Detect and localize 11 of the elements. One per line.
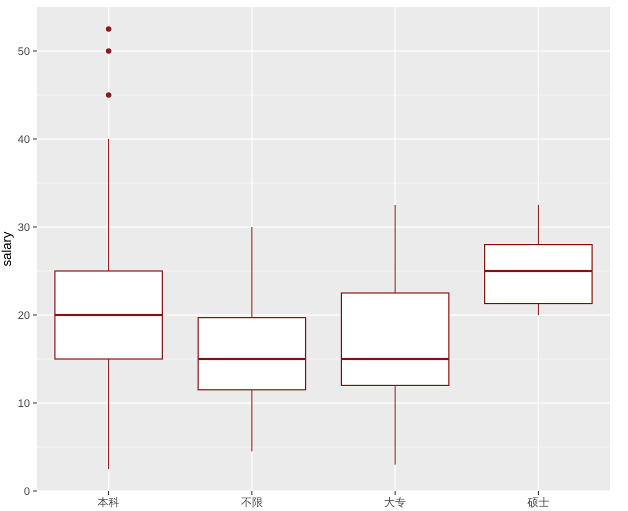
y-tick-label: 10: [18, 398, 30, 410]
y-tick-label: 50: [18, 46, 30, 58]
x-tick-label: 大专: [384, 496, 406, 509]
y-tick-label: 20: [18, 310, 30, 322]
x-tick-label: 硕士: [526, 496, 550, 509]
x-tick-label: 本科: [98, 496, 120, 509]
x-tick-label: 不限: [240, 497, 263, 509]
y-tick-label: 40: [18, 134, 30, 146]
y-axis-title: salary: [0, 231, 14, 266]
y-tick-label: 30: [18, 222, 30, 234]
y-tick-label: 0: [24, 486, 30, 498]
